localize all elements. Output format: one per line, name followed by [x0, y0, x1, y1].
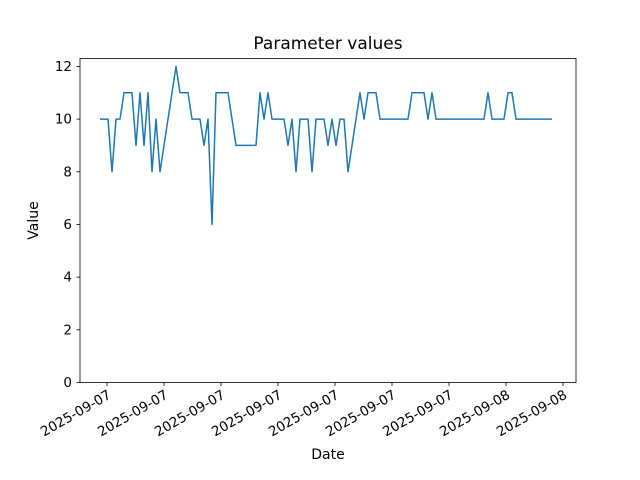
y-tick-label: 6	[63, 217, 72, 233]
y-tick-label: 2	[63, 322, 72, 338]
y-tick-label: 0	[63, 375, 72, 391]
x-axis-ticks: 2025-09-072025-09-072025-09-072025-09-07…	[38, 382, 570, 440]
y-axis-ticks: 0 2 4 6 8 10 12	[55, 59, 80, 391]
x-axis-label: Date	[311, 447, 344, 463]
y-tick-label: 10	[55, 112, 72, 128]
y-tick-label: 8	[63, 164, 72, 180]
data-line	[100, 65, 552, 226]
chart-title: Parameter values	[253, 34, 402, 54]
plot-area	[79, 58, 577, 383]
y-axis-label: Value	[26, 201, 42, 239]
y-tick-label: 4	[63, 270, 72, 286]
y-tick-label: 12	[55, 59, 72, 75]
